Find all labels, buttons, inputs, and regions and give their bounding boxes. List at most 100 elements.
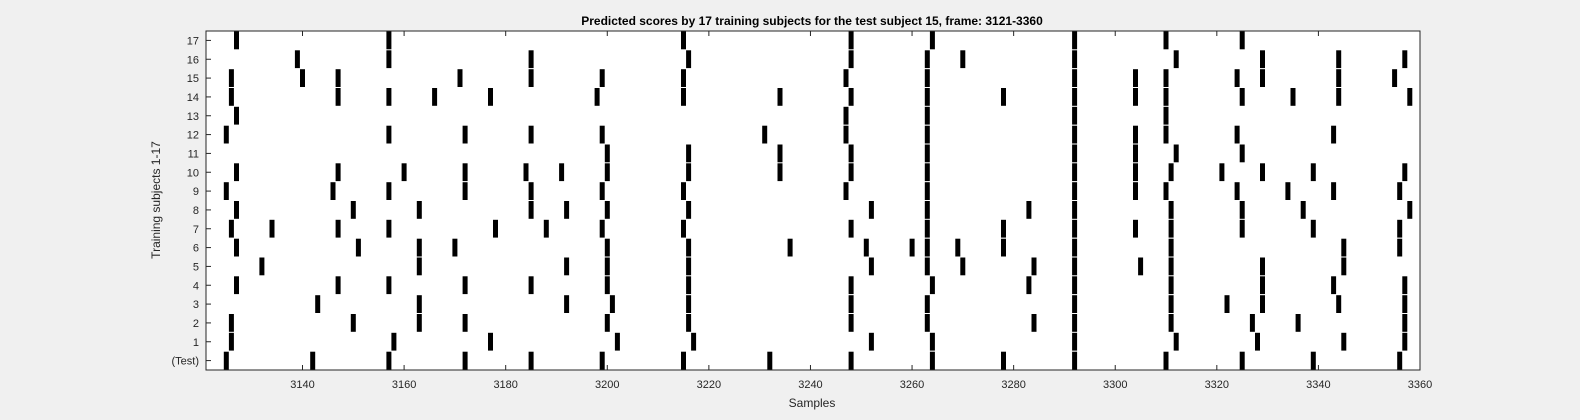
y-tick-label-11: 11 (188, 148, 199, 160)
mark-row-test-3310 (1163, 351, 1169, 370)
mark-row-7-3292 (1072, 219, 1078, 238)
mark-row-4-3157 (386, 276, 392, 295)
mark-row-12-3263 (924, 125, 930, 144)
mark-row-12-3324 (1234, 125, 1240, 144)
mark-row-14-3198 (594, 88, 600, 106)
mark-row-10-3191 (559, 163, 565, 182)
mark-row-15-3263 (924, 69, 930, 87)
mark-row-4-3311 (1168, 276, 1174, 295)
y-tick-label-14: 14 (187, 92, 199, 104)
mark-row-1-3177 (488, 332, 493, 351)
mark-row-15-3329 (1260, 69, 1265, 87)
y-tick-label-17: 17 (187, 35, 199, 47)
mark-row-10-3200 (604, 163, 610, 182)
mark-row-9-3334 (1285, 182, 1291, 200)
mark-row-14-3215 (681, 88, 686, 106)
mark-row-10-3329 (1260, 163, 1265, 182)
mark-row-7-3325 (1239, 219, 1245, 238)
x-tick-label-3260: 3260 (900, 379, 924, 391)
mark-row-4-3264 (929, 276, 935, 295)
mark-row-12-3247 (843, 125, 849, 144)
mark-row-5-3192 (564, 257, 570, 276)
mark-row-3-3216 (686, 295, 692, 313)
mark-row-test-3172 (462, 351, 468, 370)
y-tick-label-9: 9 (193, 186, 199, 198)
mark-row-8-3200 (604, 201, 610, 219)
mark-row-test-3278 (1001, 351, 1006, 370)
mark-row-15-3310 (1163, 69, 1169, 87)
mark-row-7-3147 (335, 219, 341, 238)
mark-row-6-3278 (1001, 238, 1006, 257)
y-tick-label-2: 2 (193, 318, 199, 330)
mark-row-8-3311 (1168, 201, 1174, 219)
mark-row-15-3126 (228, 69, 234, 87)
mark-row-4-3248 (848, 276, 854, 295)
mark-row-4-3292 (1072, 276, 1078, 295)
mark-row-4-3329 (1260, 276, 1265, 295)
mark-row-15-3344 (1336, 69, 1342, 87)
mark-row-8-3358 (1407, 201, 1413, 219)
mark-row-test-3125 (223, 351, 229, 370)
mark-row-6-3260 (909, 238, 915, 257)
mark-row-6-3151 (355, 238, 361, 257)
mark-row-16-3248 (848, 50, 854, 69)
mark-row-12-3231 (762, 125, 768, 144)
mark-row-6-3216 (686, 238, 692, 257)
mark-row-10-3172 (462, 163, 468, 182)
mark-row-2-3163 (416, 314, 422, 332)
x-tick-label-3300: 3300 (1103, 379, 1127, 391)
mark-row-7-3199 (599, 219, 605, 238)
mark-row-2-3327 (1249, 314, 1255, 332)
mark-row-3-3192 (564, 295, 570, 313)
mark-row-3-3292 (1072, 295, 1078, 313)
mark-row-5-3216 (686, 257, 692, 276)
mark-row-5-3263 (924, 257, 930, 276)
mark-row-9-3304 (1133, 182, 1138, 200)
mark-row-11-3312 (1173, 144, 1179, 163)
mark-row-16-3329 (1260, 50, 1265, 69)
mark-row-5-3305 (1138, 257, 1144, 276)
mark-row-8-3252 (868, 201, 874, 219)
mark-row-3-3329 (1260, 295, 1265, 313)
mark-row-9-3172 (462, 182, 468, 200)
mark-row-8-3337 (1300, 201, 1306, 219)
mark-row-test-3142 (310, 351, 316, 370)
mark-row-6-3200 (604, 238, 610, 257)
mark-row-8-3185 (528, 201, 534, 219)
mark-row-10-3216 (686, 163, 692, 182)
mark-row-9-3125 (223, 182, 229, 200)
x-tick-label-3240: 3240 (798, 379, 822, 391)
mark-row-11-3248 (848, 144, 854, 163)
x-tick-label-3160: 3160 (392, 379, 416, 391)
y-tick-label-3: 3 (193, 299, 199, 311)
mark-row-8-3127 (234, 201, 239, 219)
mark-row-6-3236 (787, 238, 793, 257)
mark-row-17-3215 (681, 31, 686, 50)
mark-row-14-3292 (1072, 88, 1078, 106)
mark-row-16-3263 (924, 50, 930, 69)
mark-row-5-3345 (1341, 257, 1347, 276)
y-tick-label-15: 15 (187, 73, 199, 85)
mark-row-6-3311 (1168, 238, 1174, 257)
mark-row-2-3126 (228, 314, 234, 332)
mark-row-7-3278 (1001, 219, 1006, 238)
mark-row-9-3247 (843, 182, 849, 200)
mark-row-2-3200 (604, 314, 610, 332)
mark-row-8-3263 (924, 201, 930, 219)
mark-row-3-3248 (848, 295, 854, 313)
y-axis-label: Training subjects 1-17 (149, 141, 163, 259)
mark-row-1-3252 (868, 332, 874, 351)
mark-row-11-3263 (924, 144, 930, 163)
mark-row-1-3357 (1402, 332, 1408, 351)
mark-row-10-3263 (924, 163, 930, 182)
mark-row-7-3263 (924, 219, 930, 238)
mark-row-8-3325 (1239, 201, 1245, 219)
chart-title: Predicted scores by 17 training subjects… (581, 14, 1043, 28)
mark-row-5-3284 (1031, 257, 1037, 276)
mark-row-6-3170 (452, 238, 458, 257)
mark-row-5-3163 (416, 257, 422, 276)
mark-row-9-3310 (1163, 182, 1169, 200)
mark-row-test-3199 (599, 351, 605, 370)
mark-row-15-3199 (599, 69, 605, 87)
mark-row-8-3150 (350, 201, 356, 219)
